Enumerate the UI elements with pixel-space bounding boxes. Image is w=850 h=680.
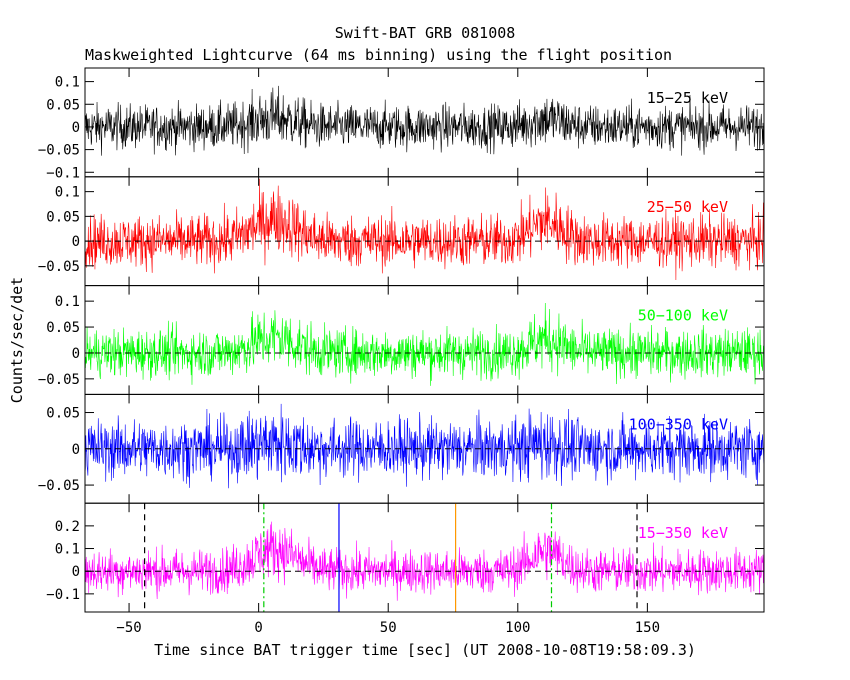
y-tick-label: −0.05 — [38, 143, 80, 159]
panel-3: −0.05 0 0.05 0.1 50−100 keV — [38, 285, 765, 395]
y-tick-label: 0.1 — [55, 542, 80, 558]
y-tick-label: −0.05 — [38, 478, 80, 494]
y-tick-label: 0.1 — [55, 75, 80, 91]
panel-1: −0.1 −0.05 0 0.05 0.1 15−25 keV — [38, 67, 765, 181]
y-axis-label: Counts/sec/det — [8, 277, 26, 403]
y-tick-label: 0.05 — [46, 320, 80, 336]
series-line-3 — [85, 302, 764, 386]
panel-frame — [84, 285, 765, 395]
y-tick-label: 0.05 — [46, 209, 80, 225]
panel-frame — [84, 502, 765, 613]
chart-subtitle: Maskweighted Lightcurve (64 ms binning) … — [85, 46, 672, 64]
y-tick-label: −0.1 — [46, 165, 80, 181]
panel-label: 25−50 keV — [647, 198, 728, 216]
series-line-2 — [85, 178, 764, 280]
y-tick-label: 0.05 — [46, 97, 80, 113]
x-axis-label: Time since BAT trigger time [sec] (UT 20… — [154, 641, 696, 659]
y-tick-label: −0.1 — [46, 587, 80, 603]
y-tick-label: −0.05 — [38, 372, 80, 388]
panel-4: −0.05 0 0.05 100−350 keV — [38, 393, 765, 504]
x-tick-label: 100 — [505, 620, 530, 636]
series-line-4 — [85, 403, 764, 489]
panels-group: −0.1 −0.05 0 0.05 0.1 15−25 keV −0.05 0 0.05 0.1 2… — [38, 67, 765, 636]
y-tick-label: 0.1 — [55, 185, 80, 201]
panel-label: 50−100 keV — [638, 307, 728, 325]
y-tick-label: 0 — [72, 346, 80, 362]
y-tick-label: 0 — [72, 120, 80, 136]
y-tick-label: 0 — [72, 564, 80, 580]
y-tick-label: −0.05 — [38, 259, 80, 275]
x-tick-label: 150 — [635, 620, 660, 636]
y-tick-label: 0 — [72, 442, 80, 458]
y-tick-label: 0.2 — [55, 519, 80, 535]
panel-label: 15−25 keV — [647, 89, 728, 107]
panel-5: −0.1 0 0.1 0.2 15−350 keV — [46, 502, 765, 613]
panel-label: 15−350 keV — [638, 524, 728, 542]
chart-title: Swift-BAT GRB 081008 — [335, 24, 516, 42]
x-tick-label: 0 — [254, 620, 262, 636]
panel-2: −0.05 0 0.05 0.1 25−50 keV — [38, 176, 765, 287]
series-line-1 — [85, 85, 764, 156]
x-tick-label: −50 — [116, 620, 141, 636]
series-line-5 — [85, 521, 764, 601]
panel-label: 100−350 keV — [629, 415, 728, 433]
x-tick-label: 50 — [380, 620, 397, 636]
y-tick-label: 0 — [72, 234, 80, 250]
y-tick-label: 0.1 — [55, 294, 80, 310]
y-tick-label: 0.05 — [46, 406, 80, 422]
